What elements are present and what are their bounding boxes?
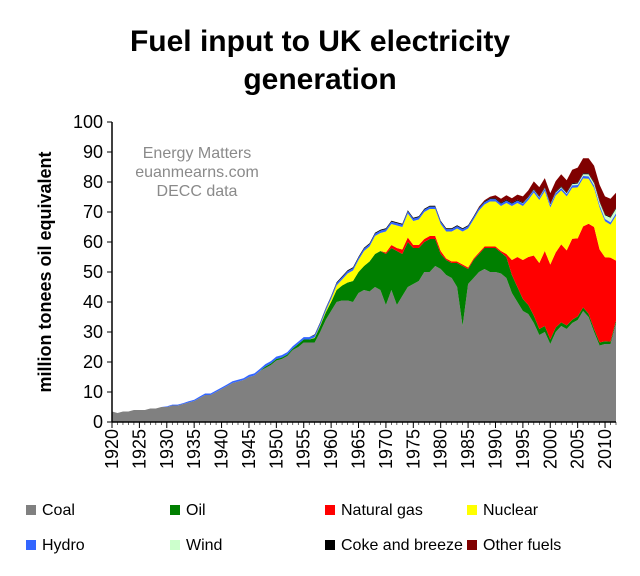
series-area-coal — [112, 266, 616, 422]
legend-label-coal: Coal — [42, 502, 75, 519]
annotation-line-1: Energy Matters — [143, 145, 251, 162]
x-tick-label: 1975 — [403, 429, 423, 469]
x-tick-label: 1935 — [184, 429, 204, 469]
series-area-other-fuels — [112, 158, 616, 413]
x-tick-labels: 1920 1925 1930 1935 1940 1945 1950 1955 1960 1965… — [102, 422, 617, 469]
y-tick-label: 70 — [83, 202, 103, 222]
legend-swatch-wind — [170, 540, 180, 550]
series-area-oil — [112, 239, 616, 413]
chart-title-line-2: generation — [243, 63, 397, 96]
legend-label-other-fuels: Other fuels — [483, 537, 561, 554]
legend-swatch-coke-and-breeze — [325, 540, 335, 550]
legend-swatch-other-fuels — [467, 540, 477, 550]
y-tick-label: 90 — [83, 142, 103, 162]
x-tick-label: 1955 — [294, 429, 314, 469]
x-tick-label: 2010 — [595, 429, 615, 469]
y-tick-label: 60 — [83, 232, 103, 252]
series-area-nuclear — [112, 178, 616, 413]
y-tick-label: 30 — [83, 322, 103, 342]
legend-label-oil: Oil — [186, 502, 206, 519]
x-tick-label: 1940 — [212, 429, 232, 469]
x-tick-label: 1990 — [486, 429, 506, 469]
legend-swatch-natural-gas — [325, 505, 335, 515]
x-tick-label: 1925 — [129, 429, 149, 469]
legend-label-natural-gas: Natural gas — [341, 502, 423, 519]
x-tick-label: 1985 — [458, 429, 478, 469]
y-tick-label: 50 — [83, 262, 103, 282]
legend-label-hydro: Hydro — [42, 537, 85, 554]
x-tick-label: 1980 — [431, 429, 451, 469]
x-tick-label: 1950 — [266, 429, 286, 469]
legend-label-wind: Wind — [186, 537, 222, 554]
area-layer — [112, 158, 616, 422]
y-tick-label: 80 — [83, 172, 103, 192]
y-tick-labels: 0 10 20 30 40 50 60 70 80 90 100 — [73, 112, 112, 432]
x-tick-label: 2000 — [540, 429, 560, 469]
y-tick-label: 40 — [83, 292, 103, 312]
x-tick-label: 1960 — [321, 429, 341, 469]
y-tick-label: 100 — [73, 112, 103, 132]
x-tick-label: 2005 — [568, 429, 588, 469]
legend: Coal Oil Natural gas Nuclear Hydro Wind Coke a… — [26, 502, 561, 554]
legend-swatch-coal — [26, 505, 36, 515]
x-tick-label: 1945 — [239, 429, 259, 469]
y-tick-label: 20 — [83, 352, 103, 372]
x-tick-label: 1995 — [513, 429, 533, 469]
annotation-line-2: euanmearns.com — [135, 164, 259, 181]
x-tick-label: 1970 — [376, 429, 396, 469]
legend-label-nuclear: Nuclear — [483, 502, 539, 519]
x-tick-label: 1965 — [349, 429, 369, 469]
x-tick-label: 1920 — [102, 429, 122, 469]
y-tick-label: 0 — [93, 412, 103, 432]
chart-title-line-1: Fuel input to UK electricity — [129, 25, 511, 58]
legend-label-coke-and-breeze: Coke and breeze — [341, 537, 463, 554]
y-axis-label: million tonees oil equivalent — [35, 151, 55, 392]
legend-swatch-oil — [170, 505, 180, 515]
legend-swatch-hydro — [26, 540, 36, 550]
legend-swatch-nuclear — [467, 505, 477, 515]
y-tick-label: 10 — [83, 382, 103, 402]
annotation-line-3: DECC data — [157, 183, 238, 200]
x-tick-label: 1930 — [157, 429, 177, 469]
